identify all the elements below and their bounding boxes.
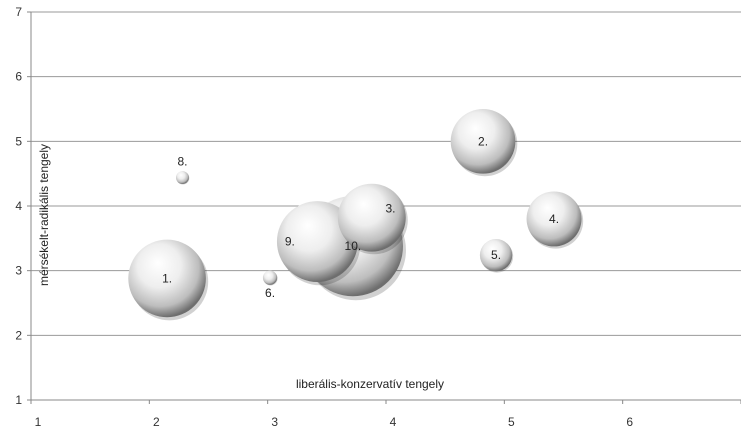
axes: 12345671234567 <box>15 5 741 429</box>
bubble <box>337 183 406 252</box>
bubble-label: 2. <box>478 134 488 148</box>
bubble-label: 9. <box>285 235 295 249</box>
bubble-labels: 1. 2. 3. 4. 5. 6. 8. 9. 10. <box>162 134 559 300</box>
x-tick-label: 3 <box>271 415 278 429</box>
y-tick-label: 6 <box>15 70 22 84</box>
y-axis-title: mérsékelt-radikális tengely <box>37 144 51 286</box>
x-tick-label: 6 <box>626 415 633 429</box>
y-tick-label: 5 <box>15 134 22 148</box>
x-tick-label: 5 <box>508 415 515 429</box>
y-tick-label: 4 <box>15 199 22 213</box>
bubble <box>479 238 513 272</box>
bubble-label: 3. <box>385 202 395 216</box>
y-tick-label: 2 <box>15 328 22 342</box>
y-tick-label: 1 <box>15 393 22 407</box>
bubble <box>176 171 189 185</box>
bubble-label: 5. <box>491 248 501 262</box>
bubbles <box>128 109 584 321</box>
y-tick-label: 7 <box>15 5 22 19</box>
bubble <box>262 270 278 285</box>
bubble <box>450 109 516 174</box>
x-axis-title: liberális-konzervatív tengely <box>296 377 444 391</box>
bubble <box>128 239 206 318</box>
x-tick-label: 1 <box>35 415 42 429</box>
x-tick-label: 4 <box>390 415 397 429</box>
bubble-label: 4. <box>549 212 559 226</box>
bubble-label: 8. <box>177 155 187 169</box>
bubble <box>276 201 358 282</box>
bubble <box>526 191 582 247</box>
y-tick-label: 3 <box>15 264 22 278</box>
bubble-label: 10. <box>345 239 362 253</box>
x-tick-label: 2 <box>153 415 160 429</box>
bubble-label: 1. <box>162 271 172 285</box>
bubble-label: 6. <box>265 286 275 300</box>
